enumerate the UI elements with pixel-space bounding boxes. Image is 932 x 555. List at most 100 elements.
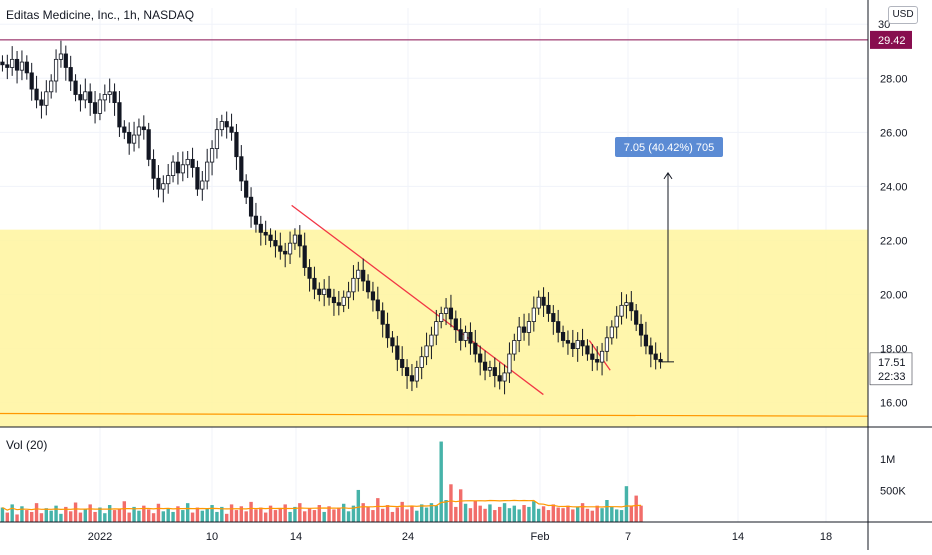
volume-bar — [112, 510, 117, 522]
y-tick-label: 26.00 — [880, 127, 908, 139]
x-tick-label: 2022 — [88, 531, 112, 543]
y-tick-label: 20.00 — [880, 290, 908, 302]
volume-bar — [29, 511, 34, 522]
candle-body — [478, 353, 483, 363]
candle-body — [34, 88, 39, 101]
volume-bar — [68, 511, 73, 522]
volume-bar — [449, 484, 453, 522]
volume-bar — [93, 511, 97, 522]
candle-body — [278, 245, 283, 252]
candle-body — [195, 167, 200, 190]
volume-bar — [366, 506, 370, 522]
candle-body — [10, 58, 15, 68]
candle-body — [14, 58, 20, 71]
volume-bar — [463, 503, 468, 522]
candle-body — [253, 215, 259, 225]
candle-body — [68, 67, 73, 82]
volume-bar — [239, 506, 244, 522]
volume-bar — [566, 505, 570, 522]
candle-body — [429, 334, 434, 347]
candle-body — [244, 180, 249, 198]
candle-body — [224, 121, 229, 128]
candles-layer — [0, 40, 663, 395]
volume-bar — [171, 511, 175, 522]
candle-body — [161, 183, 166, 190]
candle-body — [326, 288, 332, 298]
candle-body — [175, 161, 181, 174]
volume-bar — [234, 510, 239, 522]
currency-button[interactable]: USD — [888, 6, 918, 24]
candle-body — [507, 353, 512, 374]
price-marker-badge — [870, 30, 912, 49]
volume-bar — [166, 508, 170, 522]
volume-bar — [117, 508, 122, 522]
volume-tick-label: 1M — [880, 454, 895, 466]
candle-body — [492, 367, 497, 377]
x-tick-label: 24 — [402, 531, 414, 543]
candle-body — [24, 61, 29, 74]
last-price-badge — [869, 352, 913, 386]
candle-body — [629, 302, 634, 312]
candle-body — [590, 353, 595, 360]
candle-body — [512, 340, 517, 355]
volume-bar — [585, 508, 590, 522]
volume-bar — [20, 506, 24, 522]
volume-bar — [561, 508, 565, 522]
volume-bar — [551, 504, 556, 522]
candle-body — [117, 102, 122, 128]
volume-bar — [532, 501, 536, 522]
candle-body — [448, 307, 454, 320]
candle-body — [58, 53, 64, 60]
volume-bar — [5, 512, 10, 522]
candle-body — [180, 164, 185, 174]
candle-body — [585, 345, 590, 355]
support-line — [0, 412, 869, 417]
candle-body — [560, 331, 566, 341]
candle-body — [258, 223, 263, 233]
volume-bar — [259, 507, 263, 522]
candle-body — [5, 64, 10, 68]
volume-bar — [317, 505, 322, 522]
volume-bar — [200, 510, 205, 522]
x-tick-label: 18 — [820, 531, 832, 543]
candle-body — [595, 359, 600, 363]
volume-bar — [122, 501, 127, 522]
volume-bar — [39, 513, 44, 522]
x-tick-label: 14 — [290, 531, 302, 543]
volume-bar — [395, 507, 400, 522]
candle-body — [439, 313, 444, 322]
volume-bar — [527, 506, 531, 522]
candle-body — [302, 245, 307, 268]
measure-layer: 7.05 (40.42%) 705 — [615, 137, 723, 363]
candle-body — [102, 94, 107, 101]
candle-body — [521, 326, 527, 333]
volume-bar — [619, 510, 624, 522]
candle-body — [209, 148, 215, 163]
volume-bar — [361, 503, 365, 522]
volume-bar — [83, 509, 88, 522]
volume-bar — [156, 503, 161, 522]
volume-bar — [288, 511, 292, 522]
candle-body — [307, 267, 312, 279]
candle-body — [0, 61, 5, 66]
volume-bar — [454, 506, 458, 522]
volume-bar — [429, 503, 434, 522]
candle-body — [624, 302, 629, 306]
volume-bar — [605, 500, 609, 522]
candle-body — [29, 72, 34, 90]
candle-body — [141, 126, 146, 131]
candle-body — [599, 350, 605, 363]
volume-bar — [142, 505, 146, 522]
volume-bar — [127, 512, 131, 522]
trendline — [588, 340, 611, 371]
volume-bar — [439, 441, 443, 522]
candle-body — [78, 94, 83, 101]
volume-bar — [507, 508, 512, 522]
candle-body — [317, 288, 322, 295]
candle-body — [49, 80, 54, 93]
volume-bar — [483, 508, 487, 522]
volume-bar — [132, 506, 136, 522]
volume-bar — [424, 507, 429, 522]
candle-body — [565, 340, 571, 344]
candle-body — [609, 326, 614, 339]
